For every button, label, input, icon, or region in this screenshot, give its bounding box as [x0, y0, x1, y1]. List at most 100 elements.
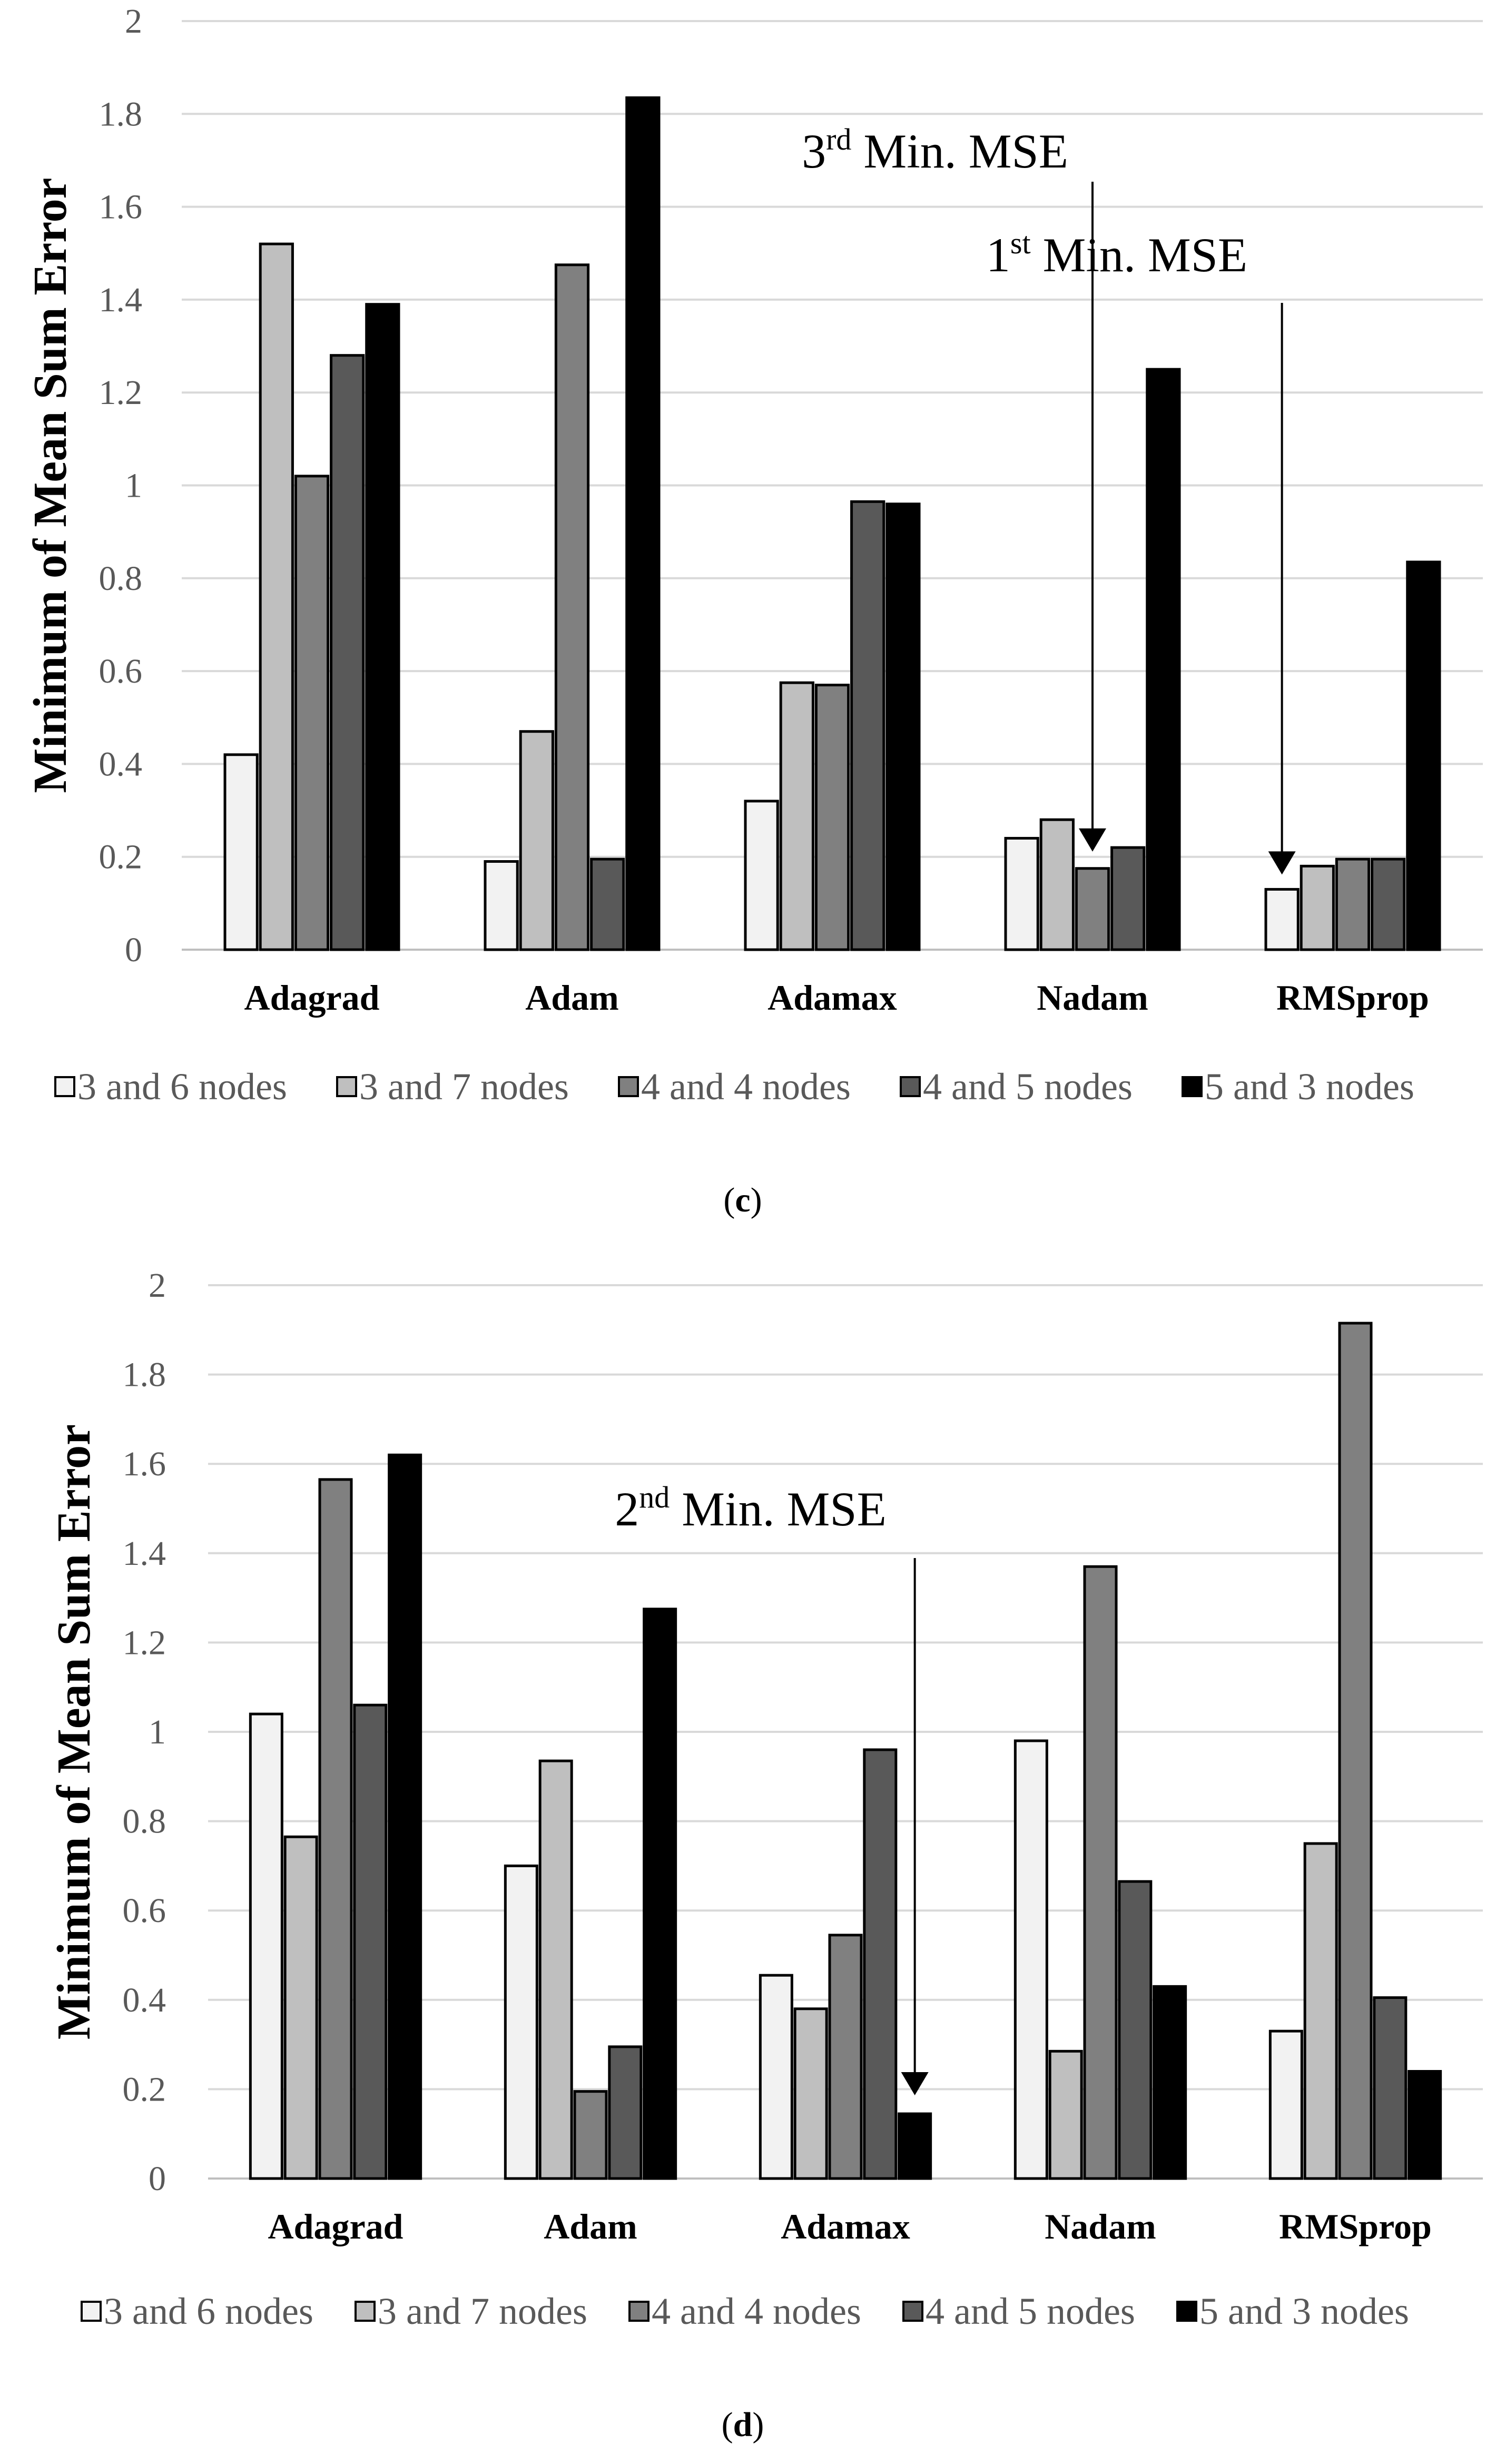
annotation-label: 3rd Min. MSE [802, 122, 1068, 178]
bar-nadam-4 [1110, 846, 1146, 951]
annotation-arrowhead [901, 2072, 929, 2096]
y-tick-label: 0 [125, 931, 142, 969]
bar-adamax-4 [850, 500, 885, 951]
bar-adagrad-5 [365, 303, 400, 951]
bar-rmsprop-5 [1408, 2069, 1442, 2180]
bar-adagrad-4 [353, 1703, 388, 2180]
x-tick-label: RMSprop [1276, 978, 1429, 1018]
legend-swatch [336, 1076, 357, 1097]
legend-swatch [628, 2301, 649, 2322]
bar-rmsprop-3 [1335, 858, 1371, 951]
bar-adagrad-3 [294, 475, 330, 951]
x-tick-label: Nadam [1037, 978, 1148, 1018]
bar-adamax-1 [744, 800, 779, 951]
bar-adamax-3 [814, 684, 850, 951]
legend-swatch [900, 1076, 921, 1097]
y-tick-label: 1.2 [99, 373, 143, 412]
bar-adamax-5 [898, 2112, 932, 2180]
y-tick-label: 0.6 [99, 652, 143, 691]
x-tick-label: Adam [544, 2206, 637, 2246]
panel-label: (d) [722, 2406, 764, 2444]
bar-adagrad-2 [259, 242, 294, 951]
bar-nadam-3 [1083, 1565, 1118, 2180]
bar-rmsprop-1 [1264, 888, 1300, 951]
legend-swatch [618, 1076, 639, 1097]
legend-swatch [1176, 2301, 1197, 2322]
y-tick-label: 0.8 [123, 1802, 166, 1841]
bar-adagrad-5 [388, 1453, 422, 2180]
bar-adamax-1 [759, 1974, 793, 2180]
y-tick-label: 1.4 [99, 281, 143, 319]
bar-adam-1 [504, 1864, 538, 2180]
chart-d: 0 0.2 0.4 0.6 0.8 1 1.2 1.4 1.6 1.8 2 Minimum of Me… [48, 1266, 1483, 2444]
y-tick-label: 1.8 [123, 1356, 166, 1394]
x-tick-label: Adagrad [268, 2206, 404, 2246]
bar-adam-4 [590, 858, 625, 951]
y-tick-label: 2 [149, 1266, 166, 1305]
bar-nadam-1 [1004, 836, 1039, 951]
bar-adam-1 [484, 860, 519, 951]
legend-swatch [81, 2301, 102, 2322]
bar-nadam-1 [1013, 1739, 1048, 2180]
bar-adamax-3 [828, 1934, 863, 2180]
legend-label: 4 and 5 nodes [923, 1066, 1133, 1108]
bar-rmsprop-3 [1338, 1322, 1373, 2180]
x-tick-label: Adagrad [244, 978, 380, 1018]
legend-swatch [1182, 1076, 1203, 1097]
y-tick-label: 0.4 [123, 1981, 166, 2019]
y-tick-label: 1 [125, 467, 142, 505]
panel-label: (c) [723, 1181, 762, 1219]
bar-nadam-2 [1039, 818, 1075, 951]
x-tick-label: Adam [525, 978, 619, 1018]
y-tick-label: 1 [149, 1713, 166, 1751]
y-tick-label: 0.6 [123, 1891, 166, 1930]
bar-adam-5 [643, 1608, 677, 2180]
y-tick-label: 1.6 [99, 188, 143, 226]
legend-label: 4 and 4 nodes [652, 2290, 861, 2332]
bar-adagrad-1 [223, 753, 259, 951]
bar-adam-5 [625, 96, 661, 951]
legend-label: 5 and 3 nodes [1199, 2290, 1409, 2332]
chart-c: 0 0.2 0.4 0.6 0.8 1 1.2 1.4 1.6 1.8 2 Minimum of Me… [24, 2, 1483, 1219]
y-tick-label: 0.2 [99, 838, 143, 876]
y-tick-label: 2 [125, 2, 142, 41]
bar-nadam-2 [1048, 2049, 1083, 2180]
annotation-arrowhead [1268, 851, 1296, 875]
bar-adam-2 [519, 730, 554, 951]
legend-swatch [902, 2301, 923, 2322]
y-tick-label: 0.8 [99, 559, 143, 598]
y-tick-label: 1.8 [99, 95, 143, 133]
bar-adamax-4 [863, 1748, 898, 2180]
y-tick-label: 0 [149, 2160, 166, 2198]
bar-adam-4 [608, 2045, 643, 2180]
legend-label: 3 and 7 nodes [359, 1066, 569, 1108]
bar-adagrad-2 [283, 1835, 318, 2180]
y-axis-label: Minimum of Mean Sum Error [24, 178, 76, 793]
bar-nadam-4 [1118, 1880, 1153, 2180]
annotation-label: 2nd Min. MSE [615, 1480, 887, 1536]
bar-adagrad-3 [318, 1478, 353, 2180]
x-tick-label: Adamax [781, 2206, 910, 2246]
bar-rmsprop-5 [1406, 560, 1441, 951]
legend-label: 3 and 6 nodes [77, 1066, 287, 1108]
bar-adam-2 [538, 1759, 573, 2180]
y-tick-label: 1.6 [123, 1445, 166, 1483]
bar-rmsprop-2 [1300, 864, 1335, 951]
bar-adagrad-4 [330, 354, 365, 951]
bar-adamax-2 [793, 2007, 828, 2180]
y-axis-label: Minimum of Mean Sum Error [48, 1424, 100, 2039]
legend-label: 3 and 6 nodes [104, 2290, 313, 2332]
y-tick-label: 0.4 [99, 745, 143, 783]
legend-label: 4 and 5 nodes [926, 2290, 1135, 2332]
y-tick-label: 1.4 [123, 1534, 166, 1573]
legend-label: 4 and 4 nodes [641, 1066, 851, 1108]
bar-adamax-2 [779, 681, 814, 951]
bar-adagrad-1 [249, 1712, 283, 2180]
bar-nadam-5 [1153, 1985, 1187, 2180]
bar-adamax-5 [885, 502, 921, 951]
legend-swatch [54, 1076, 75, 1097]
y-tick-label: 0.2 [123, 2070, 166, 2108]
annotation-label: 1st Min. MSE [986, 226, 1247, 282]
x-tick-label: Adamax [767, 978, 897, 1018]
